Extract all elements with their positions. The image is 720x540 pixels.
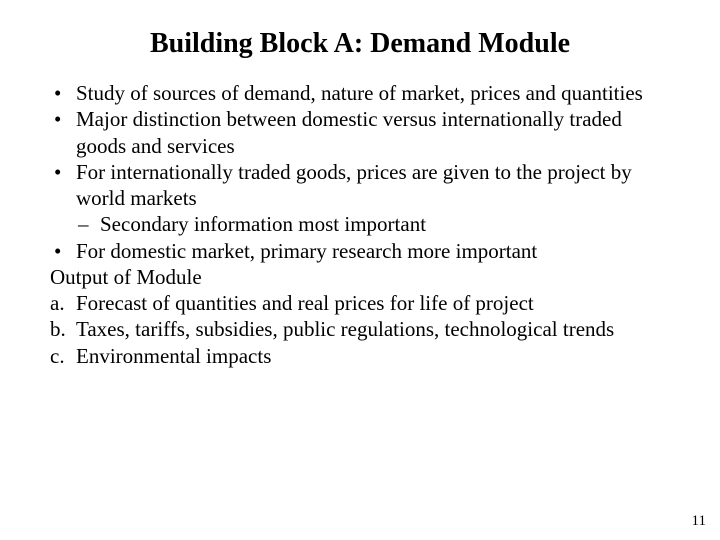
bullet-list: For domestic market, primary research mo… (48, 238, 672, 264)
slide: Building Block A: Demand Module Study of… (0, 0, 720, 540)
lettered-item: c. Environmental impacts (48, 343, 672, 369)
output-label: Output of Module (48, 264, 672, 290)
lettered-item: b. Taxes, tariffs, subsidies, public reg… (48, 316, 672, 342)
sub-bullet-list: Secondary information most important (48, 211, 672, 237)
lettered-text: Taxes, tariffs, subsidies, public regula… (76, 317, 614, 341)
lettered-text: Forecast of quantities and real prices f… (76, 291, 534, 315)
bullet-item: Study of sources of demand, nature of ma… (48, 80, 672, 106)
page-number: 11 (692, 513, 706, 530)
bullet-item: For internationally traded goods, prices… (48, 159, 672, 212)
bullet-item: Major distinction between domestic versu… (48, 106, 672, 159)
list-marker: c. (50, 343, 65, 369)
list-marker: b. (50, 316, 66, 342)
list-marker: a. (50, 290, 65, 316)
bullet-list: Study of sources of demand, nature of ma… (48, 80, 672, 211)
lettered-item: a. Forecast of quantities and real price… (48, 290, 672, 316)
bullet-item: For domestic market, primary research mo… (48, 238, 672, 264)
slide-title: Building Block A: Demand Module (48, 28, 672, 60)
sub-bullet-item: Secondary information most important (48, 211, 672, 237)
lettered-list: a. Forecast of quantities and real price… (48, 290, 672, 369)
slide-body: Study of sources of demand, nature of ma… (48, 80, 672, 369)
lettered-text: Environmental impacts (76, 344, 271, 368)
